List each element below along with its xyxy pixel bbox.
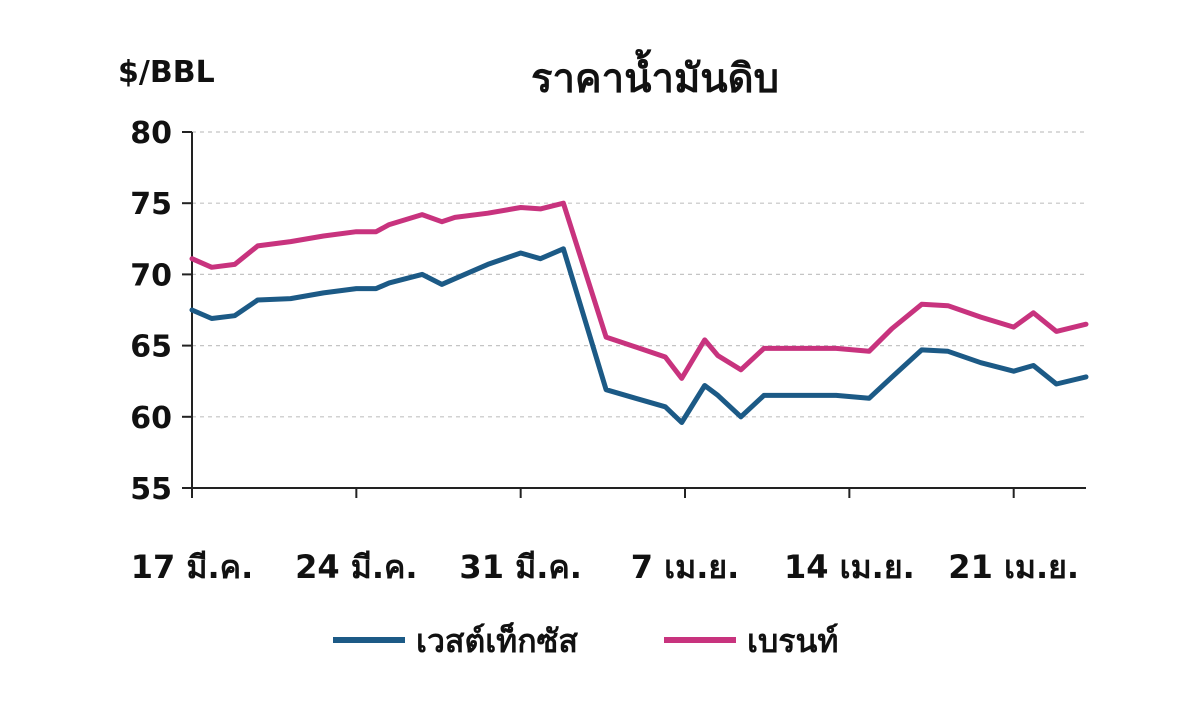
x-tick-label: 7 เม.ย. [631,548,740,586]
y-tick-label: 55 [130,472,172,507]
x-tick-label: 21 เม.ย. [948,548,1079,586]
x-tick-label: 31 มี.ค. [459,548,581,586]
series-lines [189,200,1089,425]
series-line-1 [189,200,1089,381]
y-tick-label: 75 [130,187,172,222]
series-line-0 [189,246,1089,425]
axes: 55 60 65 70 75 80 17 มี.ค. 24 มี.ค. 31 มี.ค. 7 เม… [130,116,1086,586]
y-tick-label: 80 [130,116,172,151]
y-tick-label: 70 [130,258,172,293]
legend-label-0: เวสต์เท็กซัส [416,621,578,660]
x-tick-label: 14 เม.ย. [784,548,915,586]
y-tick-label: 65 [130,330,172,365]
y-tick-label: 60 [130,401,172,436]
y-axis-unit-label: $/BBL [118,55,215,90]
legend-label-1: เบรนท์ [747,622,838,660]
x-tick-label: 17 มี.ค. [131,548,253,586]
chart-title: ราคาน้ำมันดิบ [531,49,779,102]
legend: เวสต์เท็กซัส เบรนท์ [333,621,838,660]
gridlines [192,131,1086,418]
x-tick-label: 24 มี.ค. [295,548,417,586]
